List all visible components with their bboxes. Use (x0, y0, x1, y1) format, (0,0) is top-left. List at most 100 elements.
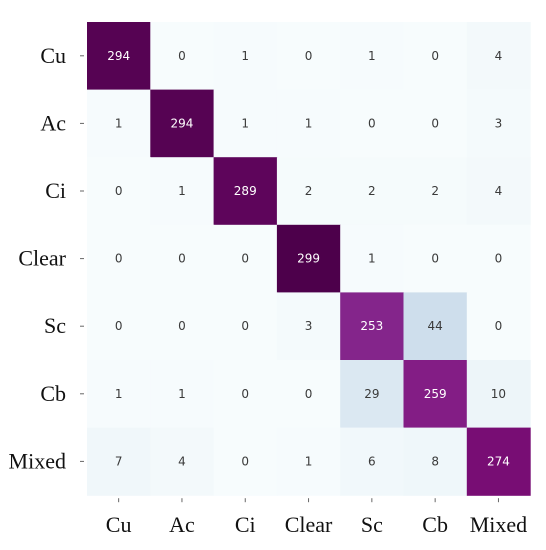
heatmap-cell-Ac-Sc (340, 89, 405, 158)
heatmap-cell-Cu-Cb (403, 22, 468, 91)
heatmap-value-label-Cu-Cb: 0 (431, 49, 439, 63)
x-axis: Cu Ac Ci Clear Sc Cb Mixed (106, 498, 527, 537)
heatmap-value-label-Ci-Ci: 289 (234, 184, 257, 198)
x-tick-label-Ci: Ci (235, 512, 256, 537)
heatmap-cell-Cu-Ac (150, 22, 215, 91)
heatmap-value-label-Clear-Mixed: 0 (495, 252, 503, 266)
heatmap-value-label-Sc-Cb: 44 (428, 319, 443, 333)
heatmap-value-label-Sc-Sc: 253 (360, 319, 383, 333)
heatmap-cell-Clear-Cb (403, 224, 468, 293)
y-tick-label-Sc: Sc (44, 313, 66, 338)
heatmap-cell-Ac-Cu (87, 89, 151, 158)
heatmap-value-label-Ac-Ci: 1 (241, 116, 249, 130)
heatmap-value-label-Cb-Clear: 0 (305, 387, 313, 401)
heatmap-cell-Clear-Ac (150, 224, 215, 293)
heatmap-cell-Mixed-Cu (87, 427, 151, 496)
heatmap-value-label-Cb-Cu: 1 (115, 387, 123, 401)
heatmap-value-label-Mixed-Ac: 4 (178, 454, 186, 468)
heatmap-cell-Ac-Cb (403, 89, 468, 158)
heatmap-cell-Ci-Clear (276, 157, 341, 226)
heatmap-value-label-Cu-Ac: 0 (178, 49, 186, 63)
heatmap-value-label-Cu-Cu: 294 (107, 49, 130, 63)
heatmap-cell-Mixed-Ci (213, 427, 278, 496)
heatmap-cell-Cb-Ac (150, 360, 215, 429)
heatmap-value-label-Clear-Sc: 1 (368, 252, 376, 266)
heatmap-cell-Ci-Cu (87, 157, 151, 226)
heatmap-value-label-Cu-Clear: 0 (305, 49, 313, 63)
heatmap-value-label-Clear-Clear: 299 (297, 252, 320, 266)
heatmap-cell-Sc-Cu (87, 292, 151, 361)
heatmap-cell-Ac-Ac (150, 89, 215, 158)
heatmap-value-label-Ci-Clear: 2 (305, 184, 313, 198)
heatmap-cell-Mixed-Sc (340, 427, 405, 496)
heatmap-value-label-Mixed-Clear: 1 (305, 454, 313, 468)
heatmap-value-label-Mixed-Cu: 7 (115, 454, 123, 468)
y-tick-label-Cu: Cu (40, 43, 66, 68)
heatmap-value-label-Clear-Cb: 0 (431, 252, 439, 266)
heatmap-cell-Sc-Ac (150, 292, 215, 361)
heatmap-value-label-Cb-Cb: 259 (424, 387, 447, 401)
heatmap-value-label-Cb-Ci: 0 (241, 387, 249, 401)
heatmap-cell-Mixed-Ac (150, 427, 215, 496)
heatmap-cell-Cb-Ci (213, 360, 278, 429)
y-tick-label-Ac: Ac (40, 110, 66, 135)
heatmap-cell-Ci-Ci (213, 157, 278, 226)
heatmap-cell-Sc-Mixed (466, 292, 531, 361)
x-tick-label-Cb: Cb (422, 512, 448, 537)
heatmap-cell-Clear-Mixed (466, 224, 531, 293)
heatmap-cell-Sc-Sc (340, 292, 405, 361)
heatmap-value-label-Mixed-Mixed: 274 (487, 454, 510, 468)
heatmap-value-label-Mixed-Cb: 8 (431, 454, 439, 468)
heatmap-value-label-Cu-Mixed: 4 (495, 49, 503, 63)
heatmap-cell-Ci-Mixed (466, 157, 531, 226)
heatmap-value-label-Sc-Clear: 3 (305, 319, 313, 333)
heatmap-value-label-Sc-Ac: 0 (178, 319, 186, 333)
x-tick-label-Mixed: Mixed (470, 512, 527, 537)
heatmap-value-label-Mixed-Ci: 0 (241, 454, 249, 468)
heatmap-value-label-Cu-Sc: 1 (368, 49, 376, 63)
heatmap-value-label-Ac-Mixed: 3 (495, 116, 503, 130)
heatmap-cell-Cu-Ci (213, 22, 278, 91)
heatmap-value-label-Ci-Cb: 2 (431, 184, 439, 198)
heatmap-value-label-Cb-Ac: 1 (178, 387, 186, 401)
heatmap-cell-Cu-Mixed (466, 22, 531, 91)
y-tick-label-Clear: Clear (18, 246, 66, 271)
y-tick-label-Cb: Cb (40, 381, 66, 406)
heatmap-cells (87, 22, 531, 496)
heatmap-cell-Cu-Sc (340, 22, 405, 91)
y-tick-label-Ci: Ci (45, 178, 66, 203)
heatmap-cell-Ci-Cb (403, 157, 468, 226)
heatmap-value-label-Clear-Ac: 0 (178, 252, 186, 266)
heatmap-value-label-Ci-Cu: 0 (115, 184, 123, 198)
heatmap-cell-Ac-Mixed (466, 89, 531, 158)
heatmap-value-labels: 294 0 1 0 1 0 41 294 1 1 0 0 30 1 289 2 2 2 40 0 0 299 1 0 00 0 0 3… (107, 49, 510, 469)
heatmap-value-label-Ac-Cu: 1 (115, 116, 123, 130)
heatmap-cell-Clear-Cu (87, 224, 151, 293)
heatmap-cell-Mixed-Cb (403, 427, 468, 496)
heatmap-value-label-Ci-Sc: 2 (368, 184, 376, 198)
x-tick-label-Clear: Clear (285, 512, 333, 537)
x-tick-label-Cu: Cu (106, 512, 132, 537)
x-tick-label-Ac: Ac (169, 512, 195, 537)
heatmap-value-label-Clear-Ci: 0 (241, 252, 249, 266)
heatmap-cell-Cb-Cb (403, 360, 468, 429)
heatmap-cell-Cb-Mixed (466, 360, 531, 429)
heatmap-value-label-Cb-Sc: 29 (364, 387, 379, 401)
heatmap-value-label-Sc-Mixed: 0 (495, 319, 503, 333)
heatmap-cell-Clear-Ci (213, 224, 278, 293)
heatmap-cell-Ci-Ac (150, 157, 215, 226)
heatmap-value-label-Mixed-Sc: 6 (368, 454, 376, 468)
heatmap-cell-Sc-Ci (213, 292, 278, 361)
y-axis: Cu Ac Ci Clear Sc Cb Mixed (9, 43, 84, 473)
heatmap-cell-Cb-Clear (276, 360, 341, 429)
heatmap-value-label-Ac-Clear: 1 (305, 116, 313, 130)
x-tick-label-Sc: Sc (361, 512, 383, 537)
heatmap-value-label-Ac-Cb: 0 (431, 116, 439, 130)
heatmap-value-label-Cu-Ci: 1 (241, 49, 249, 63)
heatmap-value-label-Sc-Cu: 0 (115, 319, 123, 333)
heatmap-cell-Sc-Clear (276, 292, 341, 361)
heatmap-cell-Ac-Ci (213, 89, 278, 158)
heatmap-cell-Ac-Clear (276, 89, 341, 158)
heatmap-value-label-Clear-Cu: 0 (115, 252, 123, 266)
